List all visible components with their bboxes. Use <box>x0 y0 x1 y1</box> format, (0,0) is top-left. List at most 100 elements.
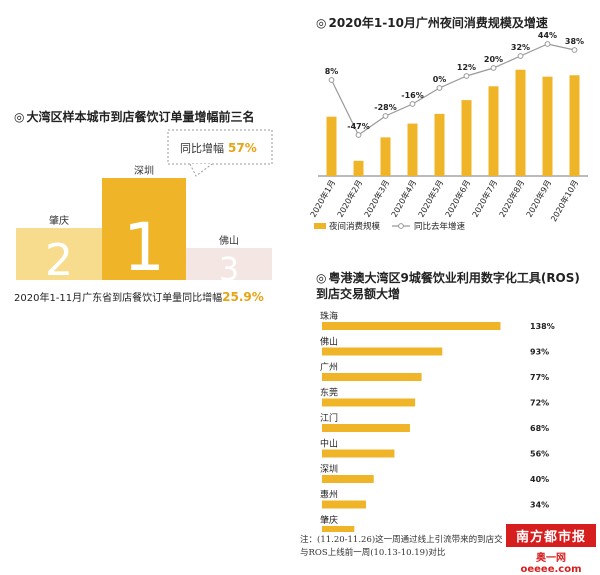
growth-label: 8% <box>325 67 339 76</box>
growth-label: 0% <box>433 75 447 84</box>
podium-footer-text: 2020年1-11月广东省到店餐饮订单量同比增幅 <box>14 293 223 304</box>
ros-value-label: 34% <box>530 501 549 510</box>
podium-chart-title: ◎ 大湾区样本城市到店餐饮订单量增幅前三名 <box>14 108 255 125</box>
podium-chart: 同比增幅 57% 肇庆 深圳 佛山 2 1 3 <box>16 129 273 288</box>
monthly-bar <box>326 116 337 176</box>
callout-label: 同比增幅 <box>180 141 224 155</box>
growth-point <box>355 132 362 138</box>
monthly-tick-label: 2020年5月 <box>416 178 445 219</box>
growth-label: 32% <box>511 43 530 52</box>
monthly-bar <box>380 137 391 176</box>
monthly-bar <box>353 160 364 176</box>
legend-line-marker <box>398 223 404 229</box>
monthly-bar <box>542 76 553 176</box>
growth-label: -28% <box>374 103 396 112</box>
ros-category-label: 江门 <box>320 412 338 424</box>
monthly-tick-label: 2020年3月 <box>362 178 391 219</box>
ros-bar <box>322 424 410 432</box>
legend-bar-label: 夜间消费规模 <box>329 221 381 232</box>
title-marker-icon: ◎ <box>316 271 327 285</box>
podium-block-zhaoqing <box>16 228 102 280</box>
podium-title-text: 大湾区样本城市到店餐饮订单量增幅前三名 <box>26 110 255 124</box>
monthly-tick-label: 2020年2月 <box>335 178 364 219</box>
monthly-title-text: 2020年1-10月广州夜间消费规模及增速 <box>328 16 548 30</box>
ros-bar <box>322 347 443 356</box>
ros-value-label: 56% <box>530 450 549 459</box>
legend-bar-swatch <box>314 223 326 229</box>
ros-category-label: 中山 <box>320 438 338 450</box>
growth-label: 44% <box>538 31 557 40</box>
ros-category-label: 广州 <box>320 361 338 373</box>
brand-site: 奥一网oeeee.com <box>520 553 582 575</box>
ros-chart: 珠海 138% 佛山 93% 广州 77% 东莞 72% 江门 68% 中山 56% 深圳 40% 惠州 34… <box>320 310 555 532</box>
growth-point <box>328 77 335 83</box>
podium-block-foshan <box>186 248 272 280</box>
ros-bar <box>322 449 395 458</box>
monthly-bar <box>407 123 418 176</box>
monthly-chart-title: ◎ 2020年1-10月广州夜间消费规模及增速 <box>316 14 548 31</box>
ros-bar <box>322 398 416 407</box>
title-marker-icon: ◎ <box>316 16 327 30</box>
ros-value-label: 68% <box>530 424 549 433</box>
monthly-bar <box>434 113 445 176</box>
monthly-tick-label: 2020年8月 <box>497 178 526 219</box>
footnote-line2: 与ROS上线前一周(10.13-10.19)对比 <box>300 548 446 558</box>
growth-point <box>382 113 389 119</box>
callout-value: 57% <box>228 141 257 155</box>
ros-value-label: 72% <box>530 399 549 408</box>
title-marker-icon: ◎ <box>14 110 25 124</box>
ros-category-label: 珠海 <box>320 310 338 322</box>
growth-point <box>517 53 524 59</box>
growth-point <box>490 65 497 71</box>
ros-bar <box>322 500 366 509</box>
monthly-tick-label: 2020年6月 <box>443 178 472 219</box>
monthly-tick-label: 2020年7月 <box>470 178 499 219</box>
ros-category-label: 深圳 <box>320 464 338 475</box>
growth-point <box>409 101 416 107</box>
growth-label: 12% <box>457 63 476 72</box>
growth-point <box>544 41 551 47</box>
callout-pointer <box>189 163 213 177</box>
ros-bar <box>322 322 501 330</box>
growth-point <box>463 73 470 79</box>
monthly-chart: 8%-47%-28%-16%0%12%20%32%44%38%2020年1月20… <box>308 31 588 232</box>
ros-value-label: 138% <box>530 322 555 331</box>
footnote: 注：(11.20-11.26)这一周通过线上引流带来的到店交 与ROS上线前一周… <box>300 534 503 560</box>
podium-rank-1: 1 <box>123 209 165 286</box>
ros-category-label: 佛山 <box>320 336 338 348</box>
monthly-tick-label: 2020年4月 <box>389 178 418 219</box>
footnote-line1: 注：(11.20-11.26)这一周通过线上引流带来的到店交 <box>300 535 503 545</box>
ros-chart-title: ◎ 粤港澳大湾区9城餐饮业利用数字化工具(ROS) 到店交易额大增 <box>316 270 580 302</box>
growth-point <box>436 85 443 91</box>
podium-label-zhaoqing: 肇庆 <box>49 214 69 227</box>
ros-bar <box>322 526 355 532</box>
growth-label: 20% <box>484 55 503 64</box>
ros-title-line1: 粤港澳大湾区9城餐饮业利用数字化工具(ROS) <box>328 271 580 285</box>
growth-label: -47% <box>347 122 369 131</box>
podium-footer-value: 25.9% <box>222 290 264 304</box>
growth-label: -16% <box>401 91 423 100</box>
ros-value-label: 77% <box>530 373 549 382</box>
ros-category-label: 肇庆 <box>320 514 338 526</box>
brand-logo: 南方都市报 奥一网oeeee.com <box>506 524 596 575</box>
ros-value-label: 93% <box>530 348 549 357</box>
growth-label: 38% <box>565 37 584 46</box>
podium-rank-2: 2 <box>45 235 73 286</box>
monthly-bar <box>569 75 580 176</box>
podium-label-foshan: 佛山 <box>219 234 239 247</box>
monthly-bar <box>488 86 499 176</box>
ros-bar <box>322 475 374 483</box>
podium-rank-3: 3 <box>219 250 239 288</box>
legend-line-label: 同比去年增速 <box>414 221 466 232</box>
ros-bar <box>322 373 422 381</box>
monthly-bar <box>515 69 526 176</box>
podium-footer: 2020年1-11月广东省到店餐饮订单量同比增幅25.9% <box>14 289 264 304</box>
podium-label-shenzhen: 深圳 <box>134 165 154 177</box>
growth-line <box>330 43 575 136</box>
ros-title-line2: 到店交易额大增 <box>316 287 401 301</box>
podium-block-shenzhen <box>102 178 186 280</box>
monthly-tick-label: 2020年10月 <box>548 178 580 223</box>
monthly-tick-label: 2020年9月 <box>524 178 553 219</box>
monthly-bar <box>461 100 472 176</box>
ros-category-label: 东莞 <box>320 387 338 399</box>
